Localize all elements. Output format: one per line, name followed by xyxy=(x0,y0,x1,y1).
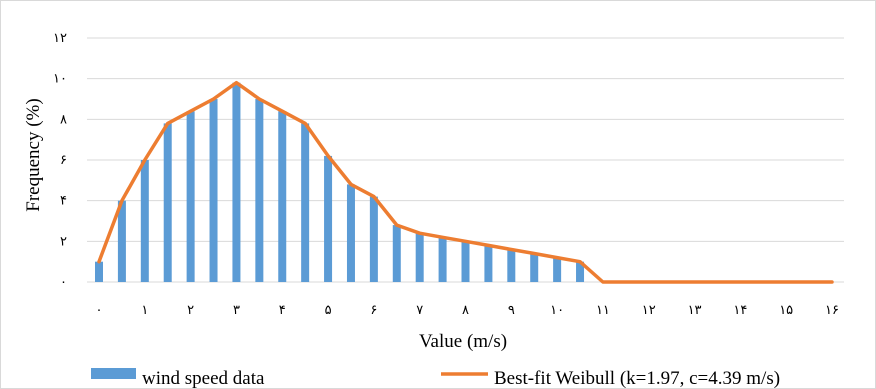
x-tick-label-7: ۷ xyxy=(416,303,423,318)
bar xyxy=(163,123,172,283)
x-tick-label-1: ۱ xyxy=(141,303,148,318)
legend-line-label: Best-fit Weibull (k=1.97, c=4.39 m/s) xyxy=(494,368,780,388)
bar xyxy=(278,111,287,282)
y-tick-label-5: ۱۰ xyxy=(53,72,67,87)
y-tick-label-3: ۶ xyxy=(60,153,67,168)
x-tick-label-3: ۳ xyxy=(233,303,240,318)
y-tick-label-0: ۰ xyxy=(60,275,67,290)
y-tick-label-1: ۲ xyxy=(60,234,67,249)
x-tick-label-16: ۱۶ xyxy=(825,303,839,318)
weibull-line xyxy=(97,80,834,284)
bar xyxy=(576,261,585,282)
x-tick-label-6: ۶ xyxy=(370,303,377,318)
line-layer xyxy=(97,80,834,284)
bar-layer xyxy=(95,82,585,283)
bar xyxy=(255,99,264,282)
bar xyxy=(415,233,424,282)
legend-bar-swatch xyxy=(91,368,136,379)
x-tick-label-11: ۱۱ xyxy=(596,303,610,318)
legend: wind speed data Best-fit Weibull (k=1.97… xyxy=(91,368,780,388)
x-tick-label-15: ۱۵ xyxy=(779,303,793,318)
bar xyxy=(324,155,333,282)
y-tick-labels: ۰ ۲ ۴ ۶ ۸ ۱۰ ۱۲ xyxy=(53,31,67,290)
bar xyxy=(369,196,378,282)
bar xyxy=(232,82,241,282)
y-tick-label-4: ۸ xyxy=(60,112,67,127)
x-tick-label-13: ۱۳ xyxy=(688,303,702,318)
bar xyxy=(461,241,470,282)
x-tick-label-12: ۱۲ xyxy=(642,303,656,318)
bar xyxy=(301,123,310,283)
x-tick-label-10: ۱۰ xyxy=(550,303,564,318)
bar xyxy=(346,184,355,282)
legend-bar-label: wind speed data xyxy=(142,368,265,388)
bar xyxy=(392,225,401,282)
y-axis-label: Frequency (%) xyxy=(23,98,44,211)
x-tick-label-5: ۵ xyxy=(325,303,332,318)
y-tick-label-6: ۱۲ xyxy=(53,31,67,46)
x-tick-label-2: ۲ xyxy=(187,303,194,318)
bar xyxy=(553,257,562,282)
bar xyxy=(95,261,103,282)
bar xyxy=(117,200,126,282)
y-tick-label-2: ۴ xyxy=(60,194,67,209)
x-tick-label-9: ۹ xyxy=(508,303,515,318)
bar xyxy=(438,237,447,282)
x-tick-label-0: ۰ xyxy=(96,303,103,318)
bar xyxy=(507,249,516,282)
bar xyxy=(209,99,218,282)
x-tick-labels: ۰ ۱ ۲ ۳ ۴ ۵ ۶ ۷ ۸ ۹ ۱۰ ۱۱ ۱۲ ۱۳ ۱۴ ۱۵ ۱۶ xyxy=(96,303,839,318)
bar xyxy=(484,245,493,282)
bar xyxy=(186,111,195,282)
x-axis-label: Value (m/s) xyxy=(419,331,507,352)
x-tick-label-4: ۴ xyxy=(279,303,286,318)
bar xyxy=(140,160,149,282)
x-tick-label-8: ۸ xyxy=(462,303,469,318)
x-tick-label-14: ۱۴ xyxy=(733,303,747,318)
bar xyxy=(530,253,539,282)
